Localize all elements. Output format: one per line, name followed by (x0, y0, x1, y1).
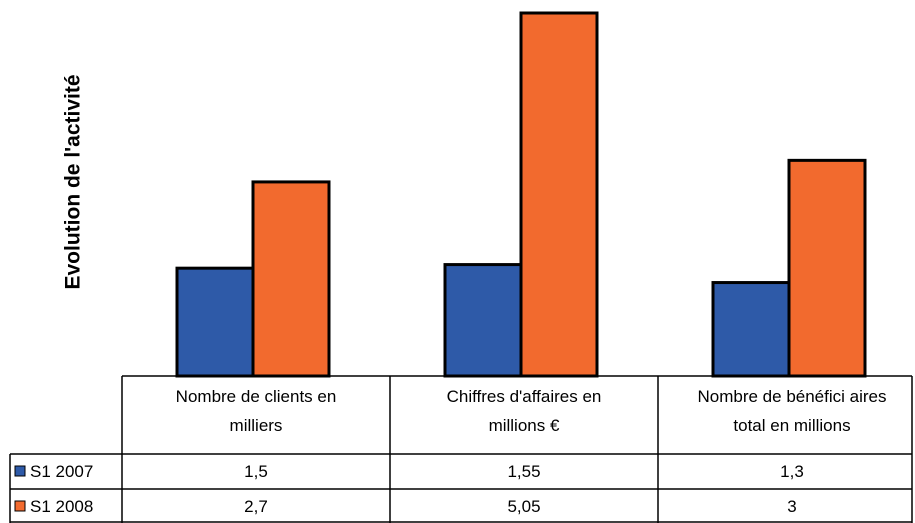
bar-s1-2008-cat-1 (251, 180, 331, 378)
data-cell-value: 5,05 (507, 497, 540, 516)
data-cell-value: 3 (787, 497, 796, 516)
data-cell-value: 1,3 (780, 462, 804, 481)
bar-s1-2007-cat-2 (443, 263, 523, 378)
data-cell-value: 1,5 (244, 462, 268, 481)
y-axis-label: Evolution de l'activité (62, 74, 85, 289)
category-label: Nombre de clients en (176, 387, 337, 406)
category-label: total en millions (733, 416, 850, 435)
data-cell-value: 1,55 (507, 462, 540, 481)
legend-swatch (14, 465, 26, 477)
category-label: millions € (489, 416, 560, 435)
data-cell-value: 2,7 (244, 497, 268, 516)
bar-s1-2008-cat-2 (519, 11, 599, 378)
category-label: Chiffres d'affaires en (447, 387, 602, 406)
bar-s1-2008-cat-3 (787, 158, 867, 378)
bar-s1-2007-cat-1 (175, 266, 255, 378)
category-label: milliers (230, 416, 283, 435)
legend-series-name: S1 2007 (30, 462, 93, 481)
bars-group (175, 11, 867, 378)
legend-series-name: S1 2008 (30, 497, 93, 516)
category-label: Nombre de bénéfici aires (698, 387, 887, 406)
legend-swatch (14, 500, 26, 512)
data-table: Nombre de clients en milliers Chiffres d'a… (9, 375, 913, 523)
bar-s1-2007-cat-3 (711, 281, 791, 378)
